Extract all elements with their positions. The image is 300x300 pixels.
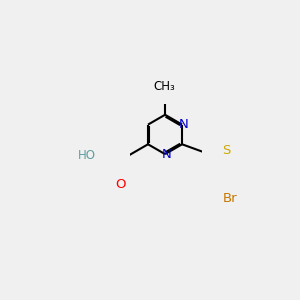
- Text: O: O: [115, 178, 126, 191]
- Text: CH₃: CH₃: [154, 80, 176, 93]
- Text: Br: Br: [222, 192, 237, 205]
- Text: N: N: [178, 118, 188, 131]
- Text: HO: HO: [77, 149, 95, 163]
- Text: N: N: [162, 148, 171, 161]
- Text: S: S: [223, 144, 231, 157]
